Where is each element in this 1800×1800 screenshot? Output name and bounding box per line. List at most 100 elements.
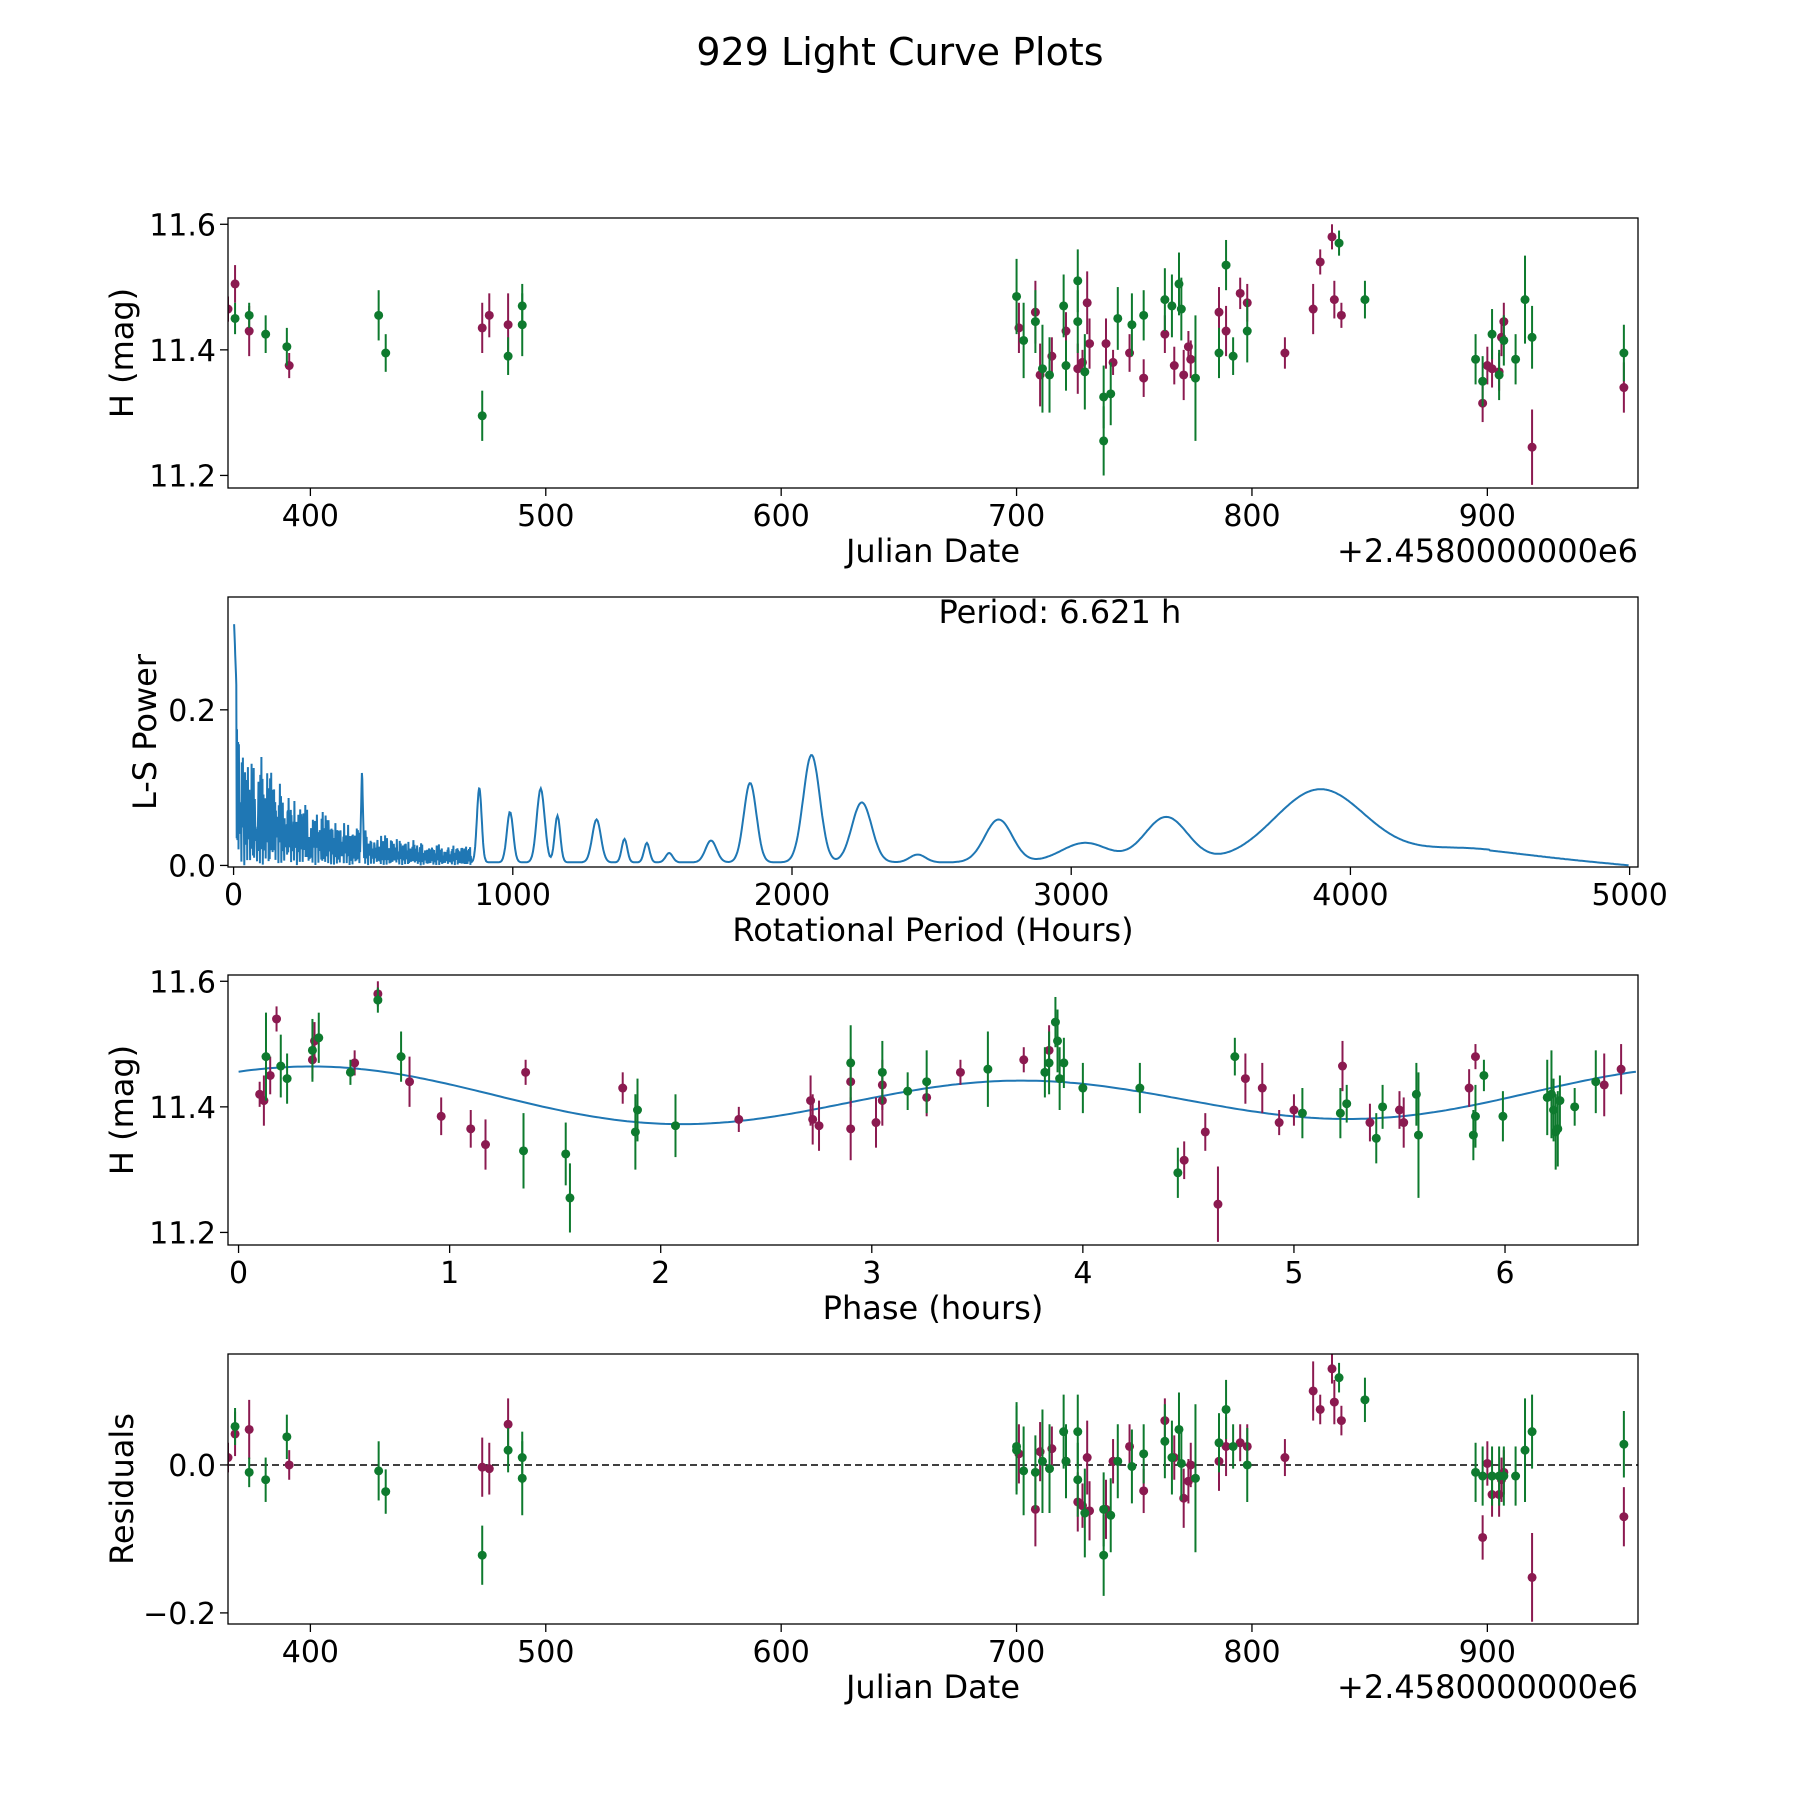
periodogram-xtick-label: 1000: [475, 878, 551, 913]
residuals-data-point: [1520, 1445, 1530, 1455]
lightcurve-data-point: [1527, 442, 1537, 452]
phased-data-point: [1059, 1058, 1069, 1068]
residuals-data-point: [228, 1453, 233, 1463]
lightcurve-xtick-label: 500: [517, 499, 574, 534]
lightcurve-xtick-label: 800: [1223, 499, 1280, 534]
lightcurve-data-point: [1360, 295, 1370, 305]
lightcurve-data-point: [1113, 313, 1123, 323]
residuals-data-point: [484, 1464, 494, 1474]
residuals-ylabel: Residuals: [103, 1413, 141, 1565]
lightcurve-data-point: [1487, 364, 1497, 374]
phased-data-point: [519, 1146, 529, 1156]
residuals-data-point: [1113, 1456, 1123, 1466]
periodogram-ytick-label: 0.0: [168, 849, 216, 884]
residuals-data-point: [1471, 1467, 1481, 1477]
phased-data-point: [1599, 1080, 1609, 1090]
lightcurve-data-point: [1061, 361, 1071, 371]
residuals-data-point: [1030, 1467, 1040, 1477]
residuals-data-point: [1308, 1386, 1318, 1396]
periodogram-xtick-label: 2000: [754, 878, 830, 913]
phased-data-point: [1240, 1074, 1250, 1084]
lightcurve-data-point: [484, 310, 494, 320]
lightcurve-data-point: [1327, 232, 1337, 242]
phased-data-point: [466, 1124, 476, 1134]
residuals-data-point: [477, 1462, 487, 1472]
residuals-data-point: [1527, 1572, 1537, 1582]
residuals-data-point: [503, 1445, 513, 1455]
lightcurve-series-green: [230, 230, 1629, 476]
phased-data-point: [955, 1067, 965, 1077]
lightcurve-data-point: [1169, 361, 1179, 371]
residuals-data-point: [1082, 1453, 1092, 1463]
lightcurve-offset-text: +2.4580000000e6: [1337, 532, 1638, 570]
phased-data-point: [1335, 1108, 1345, 1118]
phased-data-point: [436, 1111, 446, 1121]
residuals-data-point: [1061, 1456, 1071, 1466]
lightcurve-data-point: [230, 279, 240, 289]
phased-data-point: [1470, 1111, 1480, 1121]
residuals-panel: 400 500 600 700 800 900 −0.2 0.0 Julian Date Resi…: [103, 1353, 1639, 1706]
phased-data-point: [561, 1149, 571, 1159]
phased-data-point: [1053, 1036, 1063, 1046]
lightcurve-plot-area: [228, 224, 1629, 485]
residuals-data-point: [1511, 1471, 1521, 1481]
periodogram-xtick-label: 5000: [1591, 878, 1667, 913]
phased-xtick-label: 5: [1284, 1256, 1303, 1291]
residuals-data-point: [1099, 1504, 1109, 1514]
periodogram-plot-area: [233, 624, 1629, 867]
phased-ytick-label: 11.2: [149, 1216, 216, 1251]
residuals-data-point: [1099, 1550, 1109, 1560]
phased-data-point: [618, 1083, 628, 1093]
phased-data-point: [1479, 1070, 1489, 1080]
phased-data-point: [1055, 1074, 1065, 1084]
phased-data-point: [396, 1052, 406, 1062]
phased-data-point: [1365, 1118, 1375, 1128]
lightcurve-data-point: [517, 320, 527, 330]
figure-title: 929 Light Curve Plots: [696, 30, 1103, 74]
lightcurve-data-point: [1059, 301, 1069, 311]
lightcurve-data-point: [1520, 295, 1530, 305]
residuals-xtick-label: 700: [988, 1635, 1045, 1670]
phased-data-point: [282, 1074, 292, 1084]
residuals-data-point: [1045, 1464, 1055, 1474]
phased-data-point: [1289, 1105, 1299, 1115]
residuals-xtick-label: 900: [1459, 1635, 1516, 1670]
phased-data-point: [350, 1058, 360, 1068]
lightcurve-data-point: [1160, 295, 1170, 305]
residuals-plot-area: [228, 1354, 1638, 1622]
residuals-data-point: [1619, 1512, 1629, 1522]
phased-data-point: [405, 1077, 415, 1087]
lightcurve-data-point: [477, 323, 487, 333]
phased-data-point: [1337, 1061, 1347, 1071]
residuals-offset-text: +2.4580000000e6: [1337, 1668, 1638, 1706]
phased-data-point: [877, 1067, 887, 1077]
lightcurve-data-point: [1073, 276, 1083, 286]
phased-data-point: [1274, 1118, 1284, 1128]
lightcurve-xtick-label: 600: [753, 499, 810, 534]
residuals-xlabel: Julian Date: [844, 1668, 1020, 1706]
phased-data-point: [1553, 1124, 1563, 1134]
phased-data-point: [630, 1127, 640, 1137]
phased-data-point: [1179, 1155, 1189, 1165]
phased-data-point: [521, 1067, 531, 1077]
phased-xtick-label: 3: [862, 1256, 881, 1291]
lightcurve-data-point: [1082, 298, 1092, 308]
lightcurve-ytick-label: 11.2: [149, 459, 216, 494]
lightcurve-data-point: [1471, 354, 1481, 364]
lightcurve-data-point: [244, 326, 254, 336]
phased-data-point: [1378, 1102, 1388, 1112]
phased-xtick-label: 1: [440, 1256, 459, 1291]
phased-data-point: [1616, 1064, 1626, 1074]
residuals-data-point: [1073, 1427, 1083, 1437]
residuals-data-point: [381, 1487, 391, 1497]
phased-data-point: [1498, 1111, 1508, 1121]
residuals-data-point: [1242, 1460, 1252, 1470]
phased-ytick-label: 11.4: [149, 1091, 216, 1126]
lightcurve-data-point: [1242, 326, 1252, 336]
residuals-ytick-label: −0.2: [143, 1597, 216, 1632]
lightcurve-data-point: [1073, 317, 1083, 327]
residuals-data-point: [1482, 1458, 1492, 1468]
lightcurve-data-point: [1176, 304, 1186, 314]
residuals-ytick-label: 0.0: [168, 1449, 216, 1484]
lightcurve-data-point: [282, 342, 292, 352]
